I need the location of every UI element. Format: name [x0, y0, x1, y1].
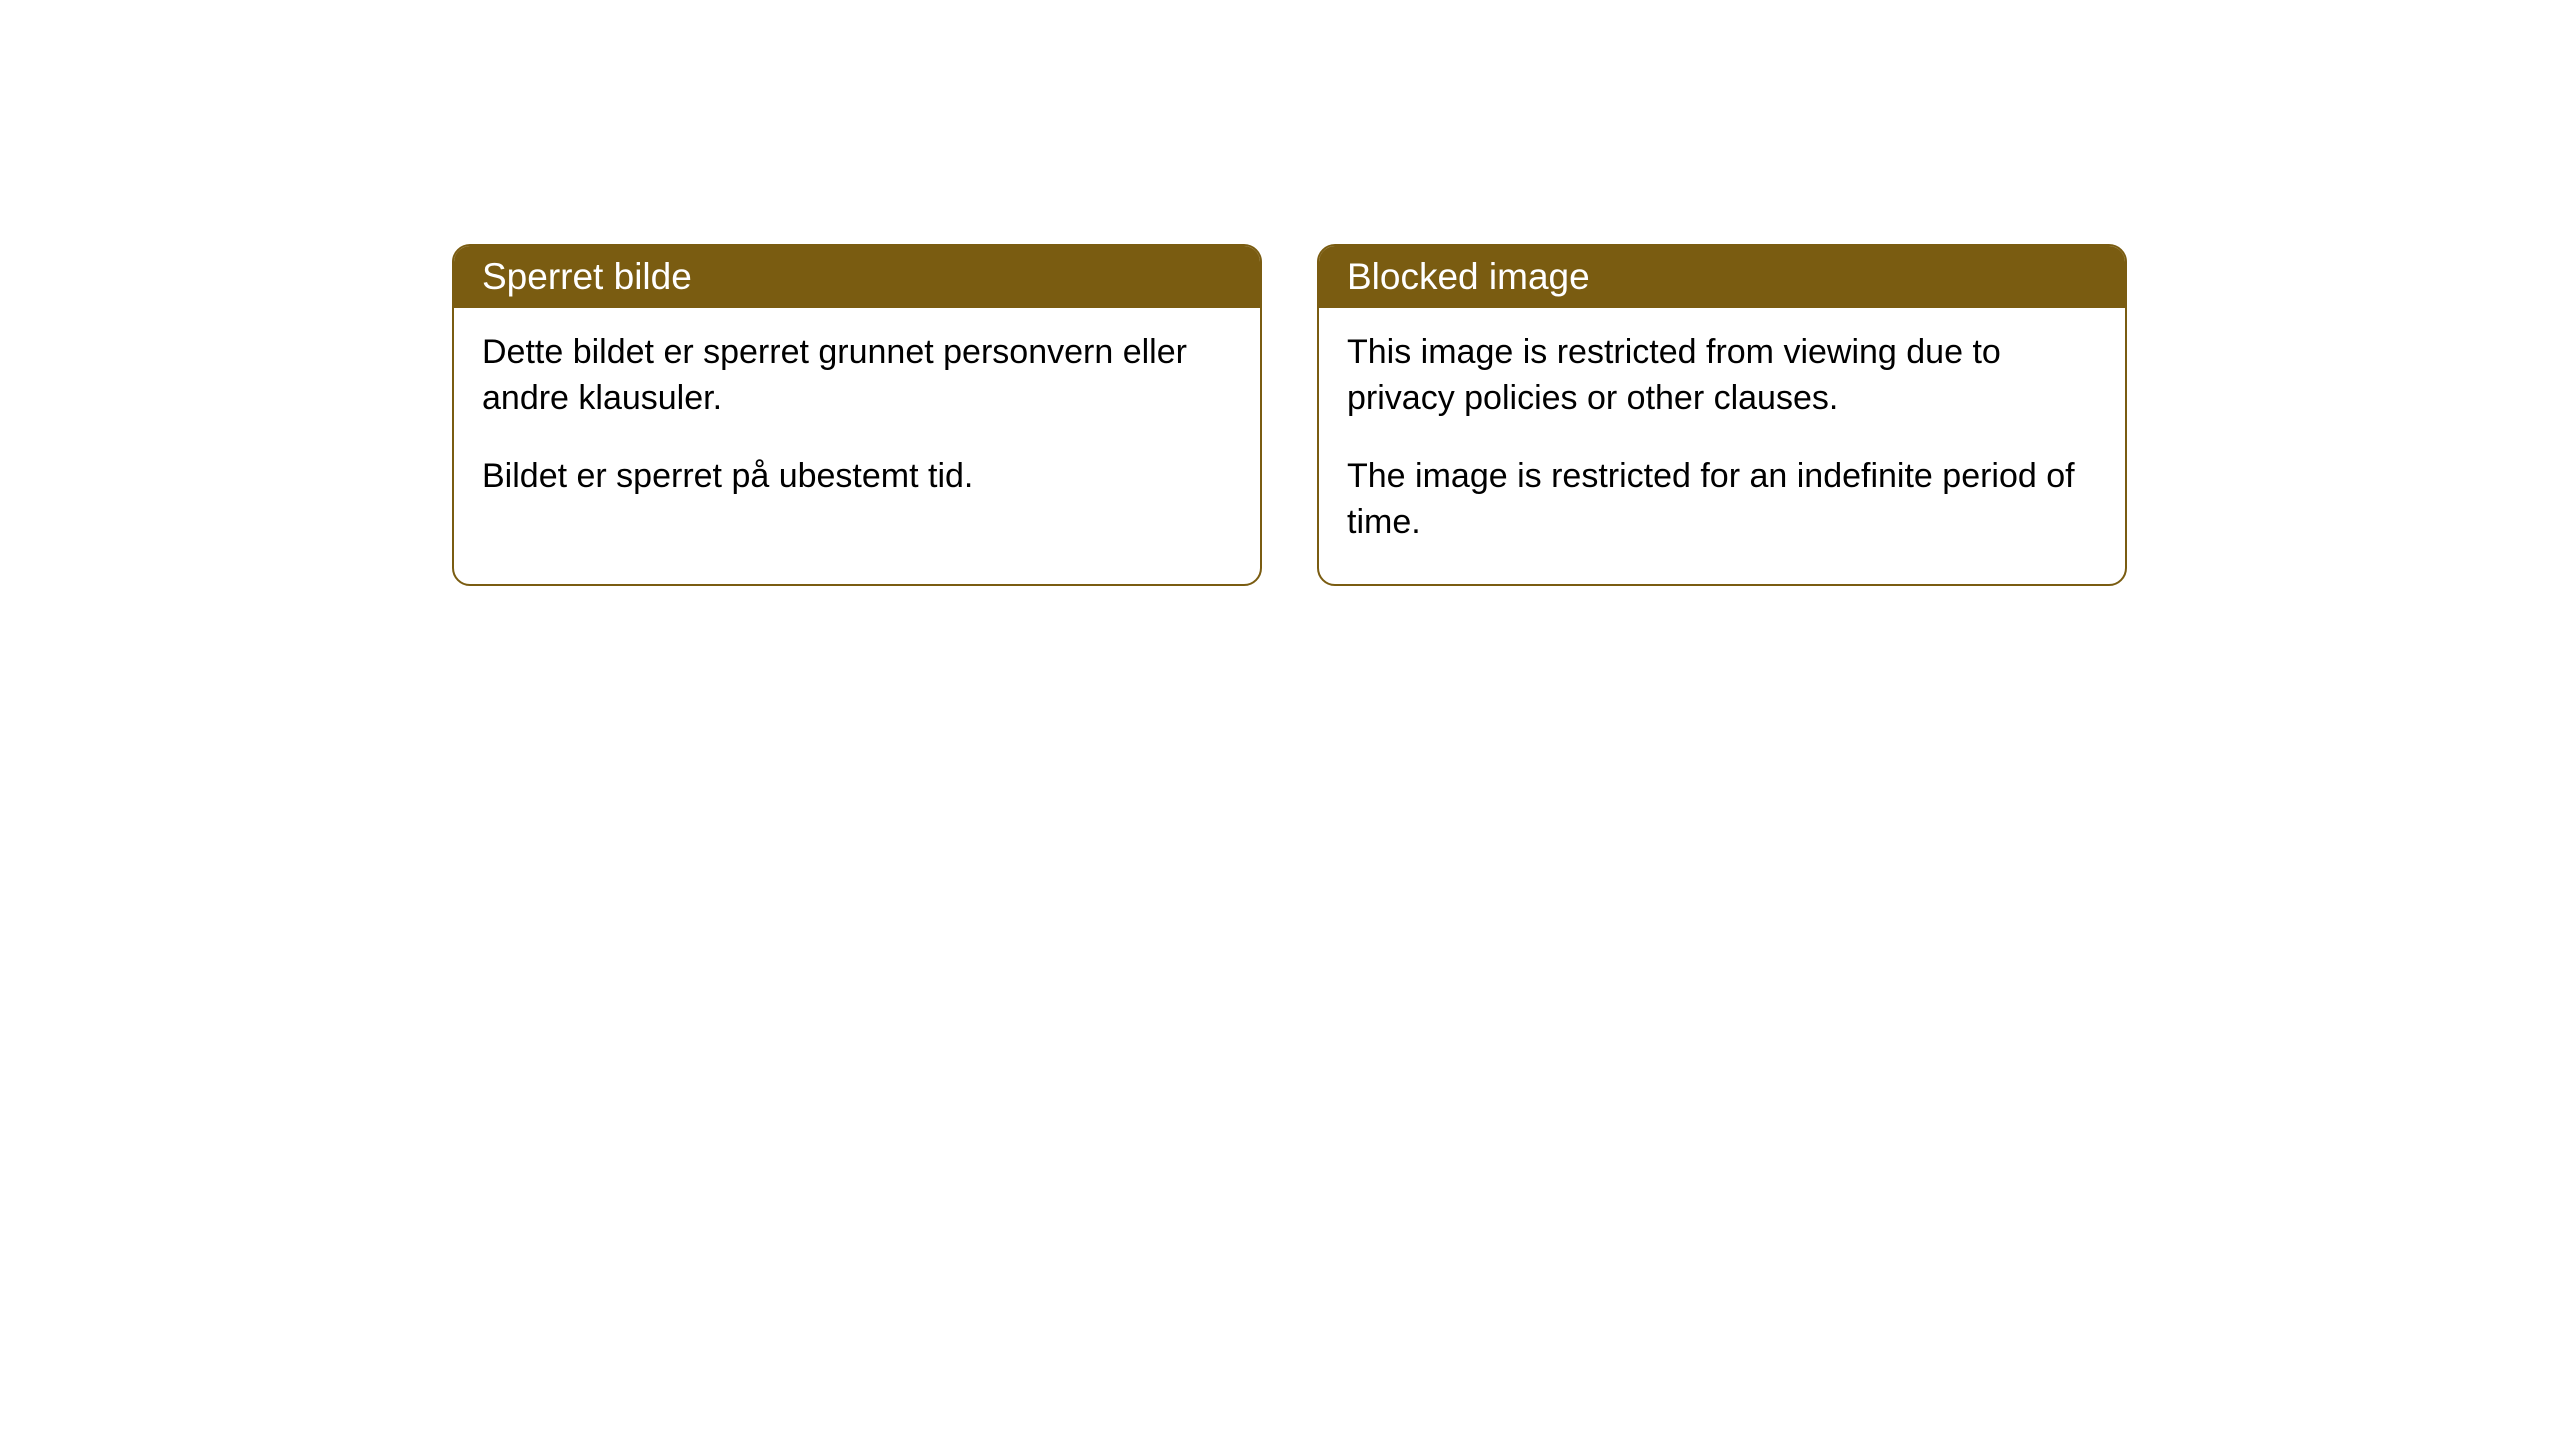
card-paragraph: Dette bildet er sperret grunnet personve… — [482, 330, 1232, 422]
card-paragraph: Bildet er sperret på ubestemt tid. — [482, 454, 1232, 500]
card-title: Blocked image — [1347, 256, 1590, 297]
card-title: Sperret bilde — [482, 256, 692, 297]
card-body: This image is restricted from viewing du… — [1319, 308, 2125, 584]
card-header: Sperret bilde — [454, 246, 1260, 308]
blocked-image-card-en: Blocked image This image is restricted f… — [1317, 244, 2127, 586]
card-paragraph: This image is restricted from viewing du… — [1347, 330, 2097, 422]
blocked-image-card-no: Sperret bilde Dette bildet er sperret gr… — [452, 244, 1262, 586]
cards-container: Sperret bilde Dette bildet er sperret gr… — [0, 0, 2560, 586]
card-paragraph: The image is restricted for an indefinit… — [1347, 454, 2097, 546]
card-header: Blocked image — [1319, 246, 2125, 308]
card-body: Dette bildet er sperret grunnet personve… — [454, 308, 1260, 538]
